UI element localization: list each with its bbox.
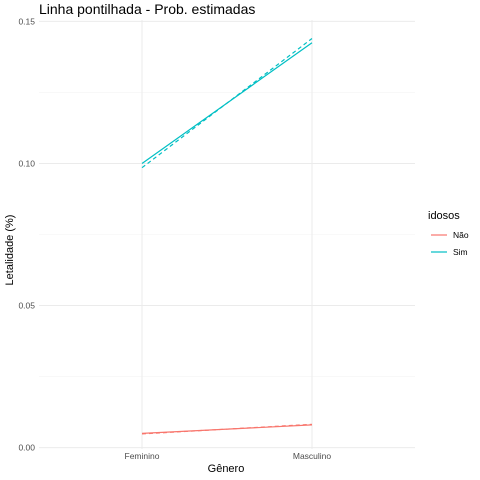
legend-title: idosos: [428, 210, 460, 222]
legend-label: Sim: [453, 247, 468, 257]
series-line-não-dashed: [141, 423, 313, 435]
grid: [39, 20, 415, 449]
series-line-sim-dashed: [141, 38, 313, 169]
legend-label: Não: [453, 230, 469, 240]
x-tick-label: Feminino: [125, 451, 160, 461]
axis-ticks: 0.00 0.05 0.10 0.15 Feminino Masculino: [18, 16, 331, 461]
x-tick-label: Masculino: [293, 451, 332, 461]
y-tick-label: 0.15: [18, 16, 35, 26]
x-axis-title: Gênero: [208, 463, 245, 475]
legend: idosos Não Sim: [428, 210, 469, 257]
data-lines: [141, 38, 313, 435]
y-tick-label: 0.10: [18, 158, 35, 168]
chart-title: Linha pontilhada - Prob. estimadas: [39, 1, 255, 17]
y-axis-title: Letalidade (%): [4, 215, 16, 286]
y-tick-label: 0.00: [18, 443, 35, 453]
y-tick-label: 0.05: [18, 301, 35, 311]
